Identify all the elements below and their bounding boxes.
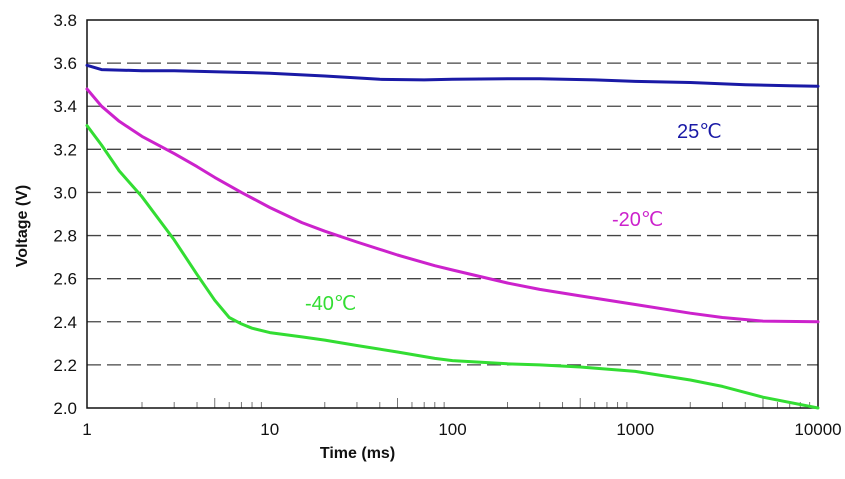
x-axis-title: Time (ms) bbox=[320, 445, 395, 462]
y-axis-title: Voltage (V) bbox=[14, 185, 31, 267]
y-axis-tick-labels: 2.0 2.2 2.4 2.6 2.8 3.0 3.2 3.4 3.6 3.8 bbox=[53, 11, 77, 418]
series-label-minus20c: -20℃ bbox=[612, 209, 663, 231]
y-tick-label: 3.8 bbox=[53, 11, 77, 30]
y-tick-label: 2.6 bbox=[53, 270, 77, 289]
x-tick-label: 10 bbox=[260, 420, 279, 439]
y-tick-label: 3.0 bbox=[53, 183, 77, 202]
x-axis-tick-labels: 1 10 100 1000 10000 bbox=[82, 420, 841, 439]
series-layer bbox=[85, 63, 820, 410]
x-tick-label: 1000 bbox=[616, 420, 654, 439]
series-label-minus40c: -40℃ bbox=[305, 293, 356, 315]
x-tick-label: 10000 bbox=[794, 420, 841, 439]
y-tick-label: 2.0 bbox=[53, 399, 77, 418]
y-tick-label: 3.6 bbox=[53, 54, 77, 73]
y-tick-label: 2.8 bbox=[53, 227, 77, 246]
series-label-25c: 25℃ bbox=[677, 121, 722, 143]
series-minus40c-line bbox=[85, 124, 820, 410]
gridlines bbox=[87, 62, 818, 366]
y-tick-label: 2.4 bbox=[53, 313, 77, 332]
y-tick-label: 3.2 bbox=[53, 140, 77, 159]
plot-frame bbox=[86, 19, 819, 409]
minor-tick-marks bbox=[141, 398, 811, 408]
x-tick-label: 1 bbox=[82, 420, 91, 439]
x-tick-label: 100 bbox=[438, 420, 466, 439]
series-minus20c-line bbox=[85, 87, 820, 324]
y-tick-label: 2.2 bbox=[53, 356, 77, 375]
y-tick-label: 3.4 bbox=[53, 97, 77, 116]
series-25c-line bbox=[85, 63, 820, 88]
series-labels: 25℃ -20℃ -40℃ bbox=[305, 121, 722, 315]
